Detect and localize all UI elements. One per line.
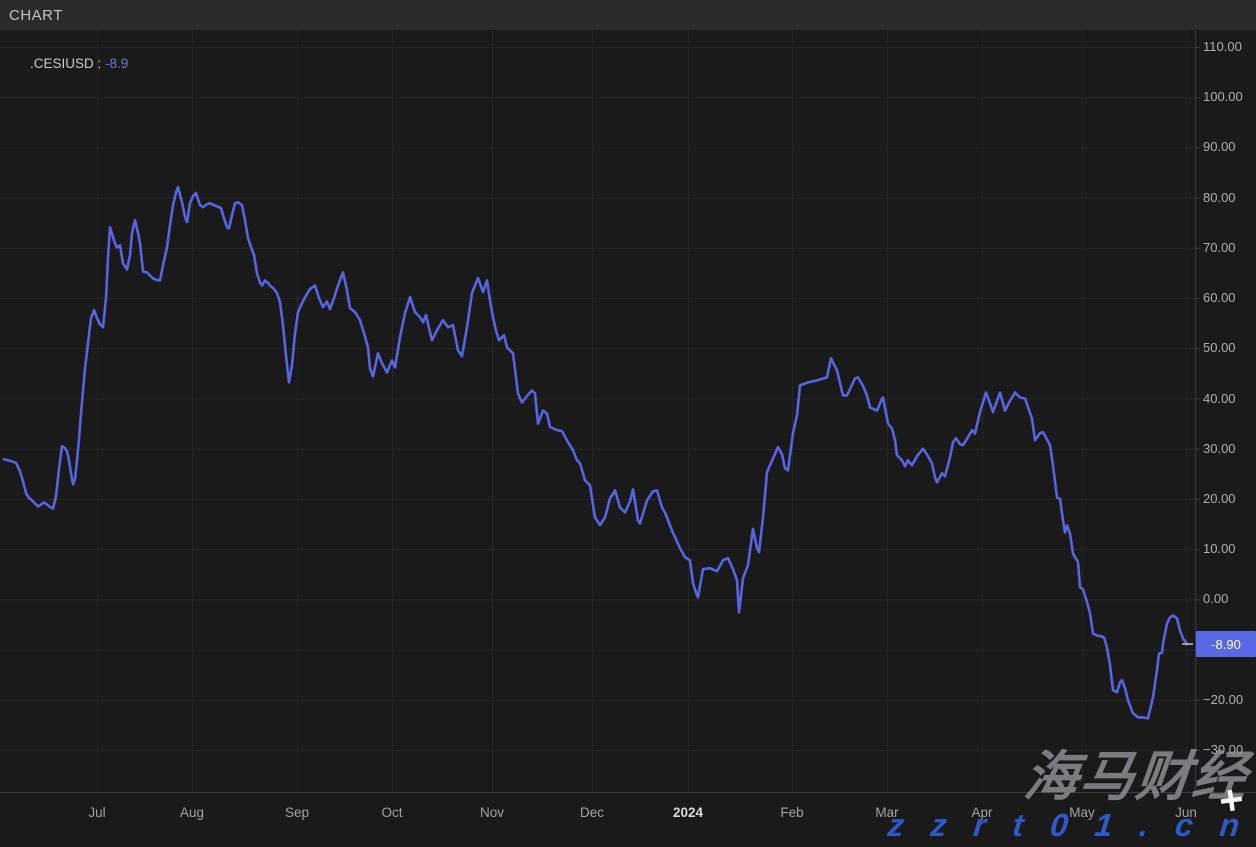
y-axis-label: 0.00: [1203, 591, 1229, 607]
crosshair-cursor-icon: [1220, 789, 1243, 812]
y-axis-label: 70.00: [1203, 239, 1236, 255]
y-axis-label: 40.00: [1203, 390, 1236, 406]
y-axis-label: 90.00: [1203, 139, 1236, 155]
x-axis-label: Oct: [381, 805, 403, 820]
y-axis-label: 100.00: [1203, 89, 1243, 105]
y-axis-label: −20.00: [1203, 691, 1244, 707]
title-bar: CHART: [0, 0, 1256, 30]
y-axis-label: 30.00: [1203, 440, 1236, 456]
y-axis-label: 110.00: [1203, 39, 1242, 54]
series-legend: .CESIUSD : -8.9: [30, 56, 128, 71]
x-axis-label: Jun: [1175, 805, 1197, 820]
price-line: [2, 185, 1189, 720]
x-axis-label: Nov: [479, 805, 505, 820]
y-axis-label: 50.00: [1203, 340, 1236, 356]
y-axis-label: 10.00: [1203, 541, 1236, 557]
last-price-badge: -8.90: [1196, 631, 1256, 658]
x-axis-label: Dec: [579, 805, 605, 820]
legend-value: -8.9: [105, 56, 129, 71]
y-axis-label: 80.00: [1203, 189, 1236, 205]
x-axis-label: Aug: [179, 805, 205, 820]
x-axis-label: Feb: [780, 805, 804, 820]
y-axis-label: −30.00: [1203, 742, 1244, 757]
x-axis-label: Mar: [875, 805, 899, 820]
x-axis-label: May: [1069, 805, 1095, 820]
last-price-value: -8.90: [1211, 636, 1241, 652]
x-axis-label: 2024: [672, 805, 704, 820]
x-axis-label: Apr: [971, 805, 993, 820]
y-axis-label: 60.00: [1203, 290, 1236, 306]
page-title: CHART: [9, 6, 63, 24]
x-axis-label: Jul: [88, 805, 106, 820]
legend-separator: :: [93, 56, 106, 71]
legend-symbol: .CESIUSD: [30, 56, 94, 71]
y-axis-label: 20.00: [1203, 490, 1236, 506]
x-axis-label: Sep: [284, 805, 310, 820]
